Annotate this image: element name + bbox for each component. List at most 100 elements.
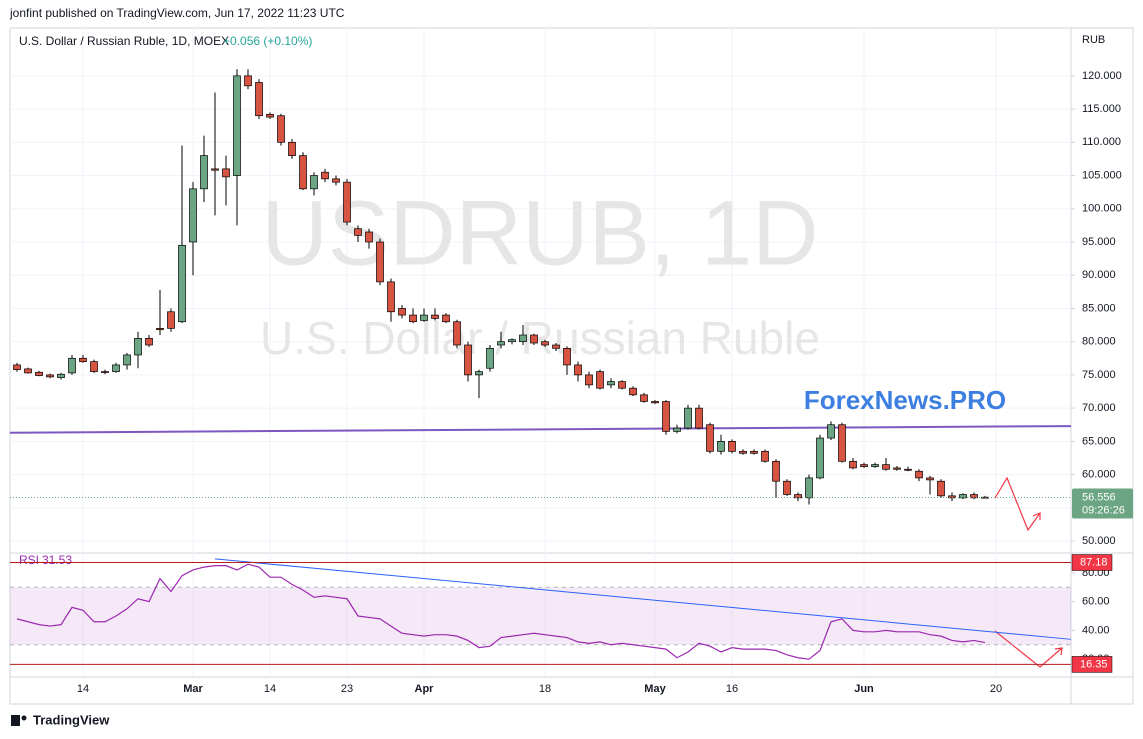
candle-body [200,155,208,190]
y-tick-label: 110.000 [1082,136,1121,148]
candle-body [398,308,406,316]
candle-body [695,407,703,429]
publisher: jonfint published on TradingView.com, Ju… [9,6,345,20]
candle-body [35,371,43,376]
grid [10,28,1071,677]
candle-body [464,344,472,376]
candle-body [871,464,879,467]
x-tick-label: May [644,683,666,695]
candle-body [409,314,417,323]
candle-body [750,450,758,454]
logo-mark [21,715,27,721]
candle-body [717,441,725,452]
x-tick-label: Mar [183,683,203,695]
candle-body [376,241,384,283]
candle-body [13,364,21,370]
candle-body [684,407,692,429]
candle-body [893,467,901,470]
x-tick-label: 16 [726,683,738,695]
x-tick-label: 18 [539,683,551,695]
rsi-last-value: 31.53 [42,553,72,567]
candle-body [706,424,714,452]
x-tick-label: Jun [854,683,874,695]
candle-body [530,334,538,344]
candle-body [596,371,604,389]
hline-label: 87.18 [1080,556,1108,568]
candle-body [728,441,736,452]
candle-body [772,460,780,482]
candle-body [673,427,681,432]
y-tick-label: 115.000 [1082,103,1121,115]
y-tick-label: 60.00 [1082,596,1110,608]
last-price-box [1072,488,1133,519]
x-tick-label: 14 [264,683,276,695]
candle-body [486,347,494,369]
candle-body [882,464,890,470]
candle-body [178,244,186,323]
candle-body [156,328,164,331]
candle-body [816,437,824,479]
candle-body [211,168,219,171]
change: +0.056 (+0.10%) [223,34,312,48]
candle-body [387,281,395,313]
candle-body [915,470,923,479]
candle-body [233,75,241,176]
candle-body [838,424,846,462]
hline-label-box [1071,554,1113,571]
candle-body [134,337,142,356]
candle-body [563,347,571,366]
candle-body [68,357,76,374]
trendline [214,558,1072,640]
candle-body [860,464,868,467]
y-tick-label: 90.000 [1082,269,1116,281]
countdown: 09:26:26 [1082,504,1125,516]
candle-body [640,394,648,402]
y-tick-label: 60.000 [1082,468,1116,480]
x-tick-label: 14 [77,683,89,695]
logo-text: TradingView [33,712,110,727]
price-projection [994,476,1041,532]
y-tick-label: 85.000 [1082,302,1116,314]
candle-body [222,168,230,178]
candle-body [607,381,615,386]
candle-body [365,231,373,243]
candle-body [519,334,527,343]
candle-body [937,480,945,497]
candle-body [651,401,659,404]
frame [9,27,1134,705]
last-price-label: 56.556 [1082,491,1116,503]
candle-body [761,450,769,462]
candle-body [453,321,461,346]
trendline [9,425,1072,434]
y-tick-label: 100.000 [1082,203,1122,215]
y-tick-label: 120.000 [1082,70,1122,82]
candle-body [288,141,296,156]
candle-body [354,228,362,236]
candle-body [266,114,274,118]
candle-body [783,480,791,495]
candle-body [541,341,549,346]
candle-body [497,341,505,346]
x-tick-label: Apr [415,683,435,695]
candle-body [90,361,98,372]
candle-body [827,424,835,439]
candle-body [508,339,516,343]
logo: TradingView [11,712,110,727]
rsi-band [10,587,1071,645]
candle-body [904,468,912,471]
candle-body [959,494,967,499]
currency-label: RUB [1082,34,1105,46]
candle-body [112,364,120,372]
y-tick-label: 40.00 [1082,624,1110,636]
y-tick-label: 95.000 [1082,236,1116,248]
candle-body [431,314,439,319]
candle-body [662,401,670,432]
candle-body [629,387,637,396]
symbol-legend: U.S. Dollar / Russian Ruble, 1D, MOEX [19,34,229,48]
candle-body [255,82,263,117]
candle-body [310,175,318,190]
candle-body [167,311,175,329]
candle-body [552,344,560,349]
logo-mark [11,715,20,726]
